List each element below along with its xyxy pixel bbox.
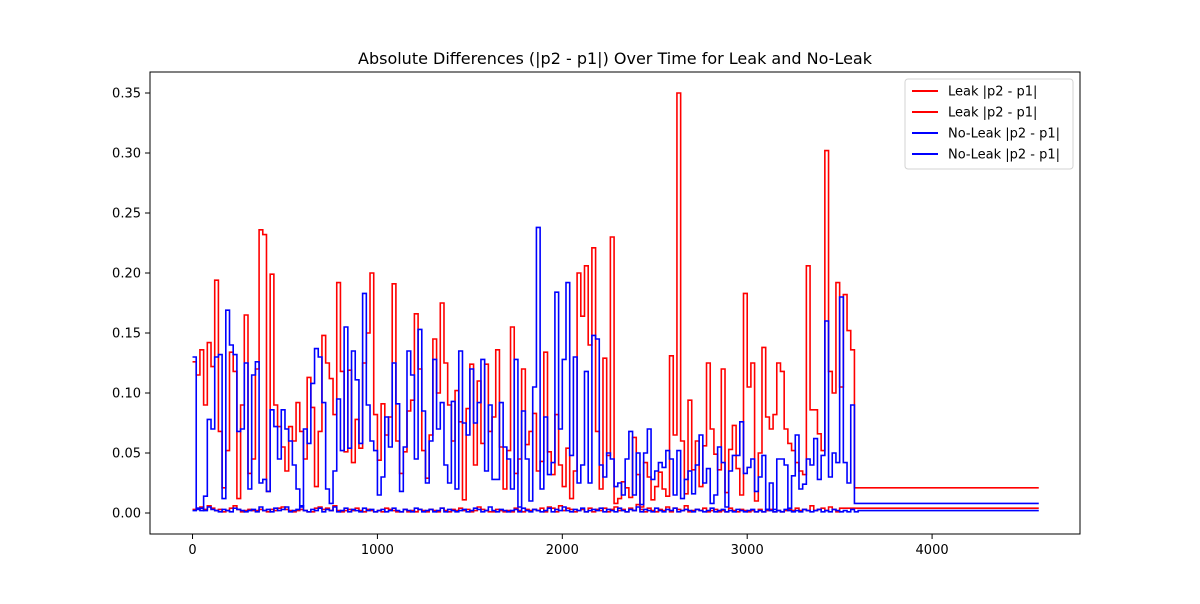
x-tick-label: 2000 — [546, 543, 579, 558]
y-tick-label: 0.20 — [112, 267, 141, 282]
y-tick-label: 0.00 — [112, 507, 141, 522]
y-axis: 0.00 0.05 0.10 0.15 0.20 0.25 0.30 0.35 — [112, 87, 150, 522]
legend-label: Leak |p2 - p1| — [948, 106, 1037, 121]
legend-label: No-Leak |p2 - p1| — [948, 148, 1060, 163]
y-tick-label: 0.05 — [112, 447, 141, 462]
x-tick-label: 4000 — [916, 543, 949, 558]
y-tick-label: 0.35 — [112, 87, 141, 102]
x-tick-label: 3000 — [731, 543, 764, 558]
plot-area — [149, 71, 1081, 535]
series-line-4 — [192, 505, 1039, 513]
legend-label: No-Leak |p2 - p1| — [948, 127, 1060, 142]
legend-label: Leak |p2 - p1| — [948, 85, 1037, 100]
plot-frame — [149, 71, 1081, 535]
y-tick-label: 0.25 — [112, 207, 141, 222]
legend-box — [904, 78, 1074, 170]
y-tick-label: 0.30 — [112, 147, 141, 162]
series-line-3 — [192, 226, 1039, 512]
legend-items: Leak |p2 - p1| Leak |p2 - p1| No-Leak |p2 … — [912, 85, 1060, 163]
y-tick-label: 0.10 — [112, 387, 141, 402]
y-tick-label: 0.15 — [112, 327, 141, 342]
series-layer — [192, 92, 1039, 513]
x-axis: 0 1000 2000 3000 4000 — [188, 534, 949, 558]
x-tick-label: 1000 — [361, 543, 394, 558]
legend: Leak |p2 - p1| Leak |p2 - p1| No-Leak |p2 … — [904, 78, 1074, 170]
chart-title: Absolute Differences (|p2 - p1|) Over Ti… — [358, 49, 873, 68]
x-tick-label: 0 — [188, 543, 196, 558]
